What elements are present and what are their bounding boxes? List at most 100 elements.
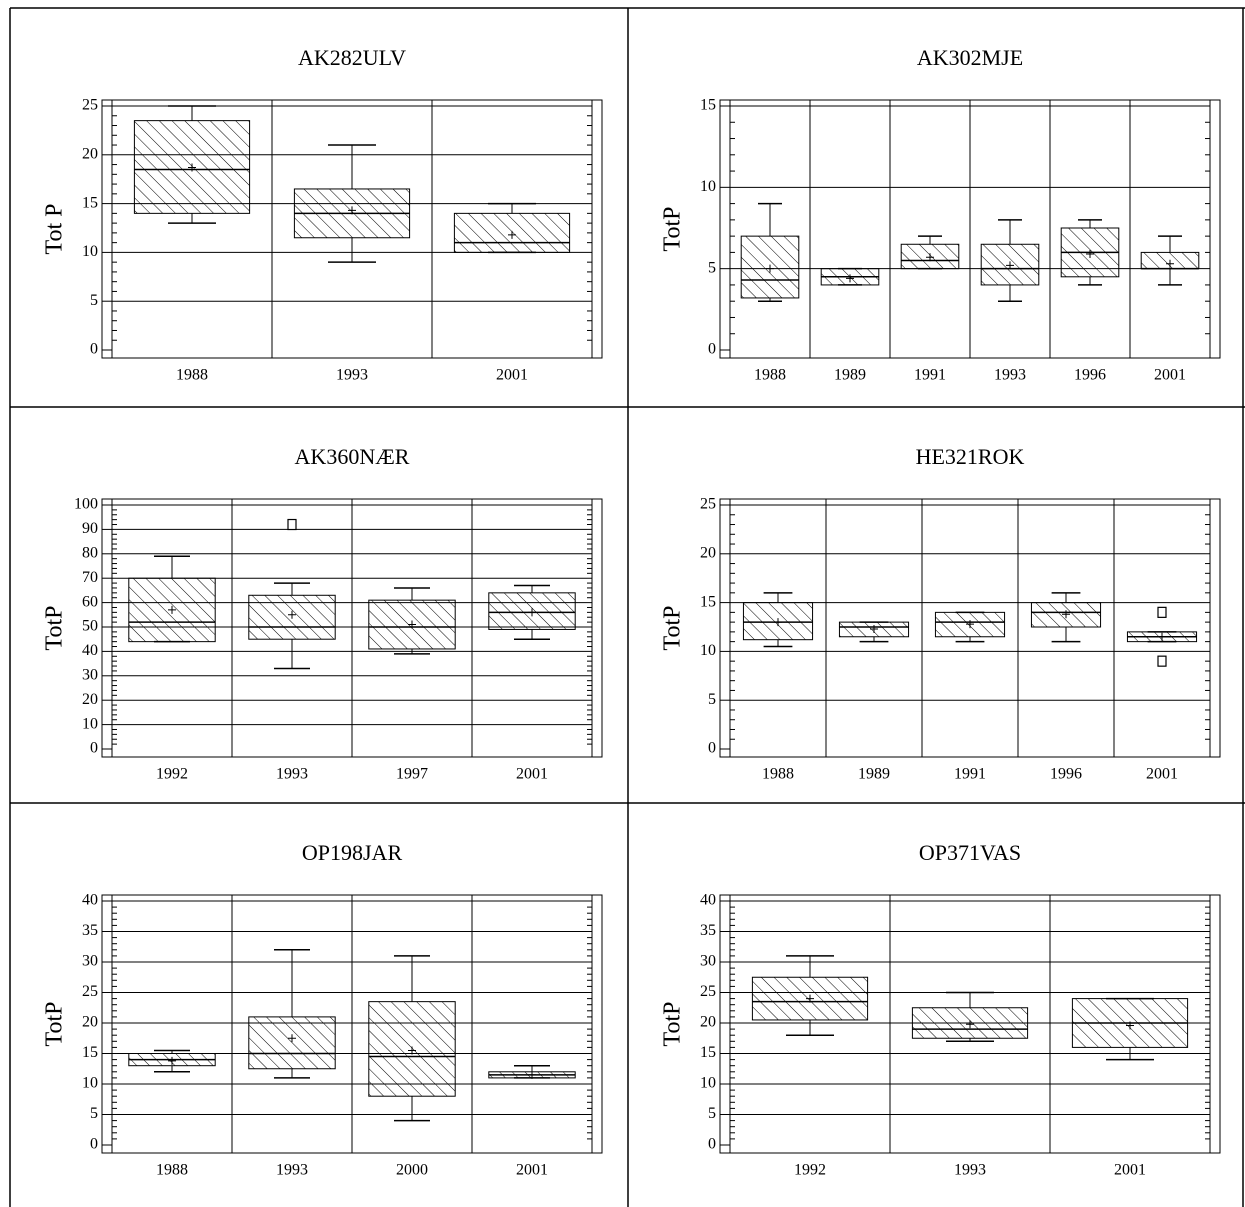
y-tick-label: 10	[700, 642, 716, 659]
x-tick-label: 2001	[1154, 367, 1186, 384]
plot-frame	[719, 498, 1221, 758]
y-tick-label: 40	[82, 892, 98, 909]
mean-marker	[348, 206, 356, 215]
y-tick-label: 20	[700, 544, 716, 561]
y-tick-label: 10	[82, 1075, 98, 1092]
y-tick-label: 70	[82, 569, 98, 586]
mean-marker	[188, 163, 196, 172]
x-tick-label: 1988	[762, 766, 794, 783]
outlier	[1157, 655, 1167, 667]
y-tick-label: 0	[708, 1136, 716, 1153]
box	[740, 235, 800, 299]
y-tick-label: 0	[90, 1136, 98, 1153]
x-tick-label: 1997	[396, 766, 428, 783]
y-tick-label: 40	[82, 642, 98, 659]
y-tick-label: 0	[90, 341, 98, 358]
y-tick-label: 5	[708, 1105, 716, 1122]
y-tick-label: 0	[708, 341, 716, 358]
mean-marker	[1062, 610, 1070, 619]
mean-marker	[168, 605, 176, 614]
box	[900, 243, 960, 270]
mean-marker	[408, 1046, 416, 1055]
outlier	[287, 518, 297, 531]
y-tick-label: 80	[82, 544, 98, 561]
y-tick-label: 25	[700, 496, 716, 513]
y-tick-label: 35	[82, 922, 98, 939]
y-tick-label: 15	[700, 97, 716, 114]
y-tick-label: 15	[82, 194, 98, 211]
x-tick-label: 1996	[1074, 367, 1106, 384]
mean-marker	[408, 620, 416, 629]
chart-title: OP371VAS	[919, 840, 1021, 865]
y-tick-label: 100	[74, 496, 98, 513]
x-tick-label: 1988	[156, 1162, 188, 1179]
x-tick-label: 1991	[954, 766, 986, 783]
chart-title: AK360NÆR	[295, 444, 410, 469]
y-tick-label: 20	[82, 691, 98, 708]
y-axis-label: TotP	[42, 1002, 68, 1047]
x-tick-label: 1993	[994, 367, 1026, 384]
x-tick-label: 1996	[1050, 766, 1082, 783]
mean-marker	[1006, 261, 1014, 270]
x-tick-label: 1989	[834, 367, 866, 384]
mean-marker	[288, 610, 296, 619]
y-tick-label: 10	[82, 243, 98, 260]
mean-marker	[870, 624, 878, 633]
x-tick-label: 1988	[754, 367, 786, 384]
y-tick-label: 0	[90, 740, 98, 757]
mean-marker	[926, 253, 934, 262]
mean-marker	[528, 1070, 536, 1079]
x-tick-label: 1993	[276, 766, 308, 783]
x-tick-label: 1993	[276, 1162, 308, 1179]
y-tick-label: 15	[82, 1044, 98, 1061]
mean-marker	[508, 230, 516, 239]
x-tick-label: 2001	[516, 1162, 548, 1179]
mean-marker	[966, 1020, 974, 1029]
mean-marker	[846, 274, 854, 283]
y-tick-label: 5	[708, 259, 716, 276]
mean-marker	[766, 264, 774, 273]
table-frame	[9, 7, 1245, 1207]
mean-marker	[288, 1034, 296, 1043]
y-tick-label: 30	[700, 953, 716, 970]
y-tick-label: 5	[708, 691, 716, 708]
x-tick-label: 1988	[176, 367, 208, 384]
x-tick-label: 2001	[516, 766, 548, 783]
mean-marker	[528, 608, 536, 617]
y-tick-label: 25	[82, 97, 98, 114]
y-tick-label: 20	[82, 1014, 98, 1031]
mean-marker	[1126, 1021, 1134, 1030]
y-tick-label: 25	[700, 983, 716, 1000]
y-tick-label: 5	[90, 292, 98, 309]
box	[133, 120, 251, 214]
mean-marker	[168, 1056, 176, 1065]
chart-title: OP198JAR	[302, 840, 403, 865]
y-axis-label: TotP	[660, 207, 686, 252]
y-tick-label: 30	[82, 953, 98, 970]
x-tick-label: 1993	[954, 1162, 986, 1179]
x-tick-label: 1992	[794, 1162, 826, 1179]
y-tick-label: 25	[82, 983, 98, 1000]
x-tick-label: 1993	[336, 367, 368, 384]
plot-frame	[101, 99, 603, 359]
y-tick-label: 10	[82, 715, 98, 732]
mean-marker	[1086, 250, 1094, 259]
y-tick-label: 20	[700, 1014, 716, 1031]
chart-title: AK282ULV	[298, 45, 406, 70]
y-axis-label: TotP	[42, 606, 68, 651]
y-tick-label: 5	[90, 1105, 98, 1122]
mean-marker	[806, 994, 814, 1003]
box	[248, 1016, 336, 1070]
x-tick-label: 2001	[1114, 1162, 1146, 1179]
outlier	[1157, 606, 1167, 618]
mean-marker	[1166, 259, 1174, 268]
y-tick-label: 90	[82, 520, 98, 537]
y-tick-label: 0	[708, 740, 716, 757]
y-axis-label: TotP	[660, 1002, 686, 1047]
chart-title: AK302MJE	[917, 45, 1023, 70]
y-axis-label: Tot P	[42, 204, 68, 255]
plot-frame	[719, 894, 1221, 1154]
x-tick-label: 2001	[496, 367, 528, 384]
y-tick-label: 35	[700, 922, 716, 939]
